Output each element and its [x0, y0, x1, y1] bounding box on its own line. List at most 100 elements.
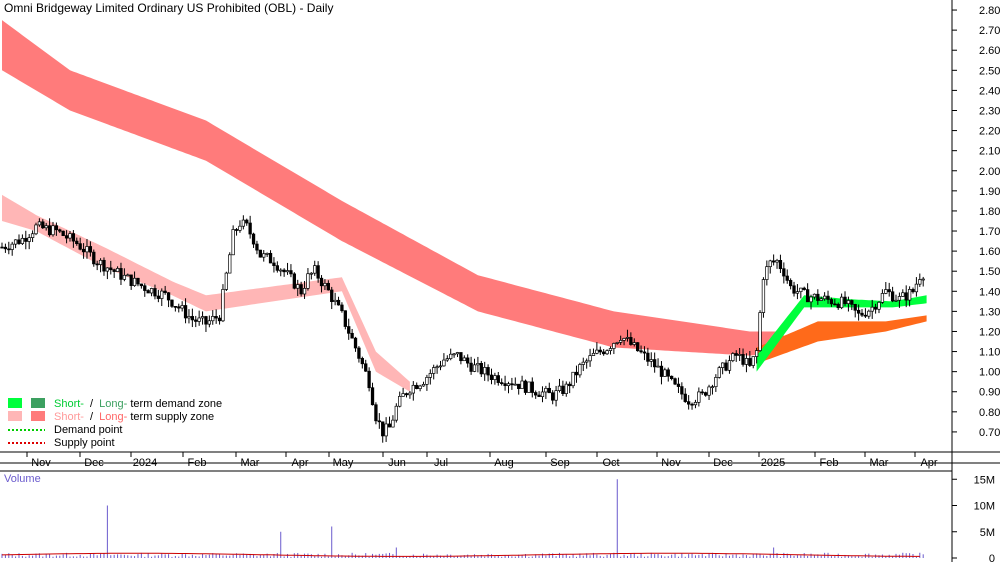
candle-body	[360, 358, 364, 365]
candle-body	[411, 384, 415, 394]
y-tick-label: 1.00	[979, 367, 1000, 379]
candle-body	[194, 319, 198, 322]
price-candle	[306, 268, 310, 291]
svg-text:Short- / Long-: Short- / Long- term demand zone	[54, 398, 222, 410]
price-candle	[217, 315, 222, 325]
price-candle	[296, 279, 300, 296]
price-candle	[58, 228, 62, 233]
y-tick-label: 2.30	[979, 105, 1000, 117]
candle-body	[486, 367, 490, 376]
candle-body	[435, 366, 439, 369]
price-candle	[153, 284, 157, 300]
candle-body	[442, 359, 446, 367]
candle-body	[727, 360, 732, 371]
price-candle	[34, 222, 38, 236]
price-candle	[479, 360, 483, 378]
y-tick-label: 2.70	[979, 25, 1000, 37]
candle-body	[347, 326, 351, 334]
price-candle	[799, 287, 803, 299]
candle-body	[775, 260, 779, 263]
candle-body	[768, 260, 772, 268]
price-candle	[632, 338, 636, 347]
price-candle	[374, 402, 378, 425]
candle-body	[918, 279, 922, 285]
price-candle	[302, 280, 307, 299]
price-candle	[500, 378, 504, 386]
candle-body	[156, 295, 161, 299]
price-y-axis: 2.80 2.70 2.60 2.50 2.40 2.30 2.20 2.10 2.00 1.90…	[952, 5, 1000, 439]
candle-body	[819, 298, 823, 301]
candle-body	[438, 365, 443, 368]
candle-body	[557, 385, 562, 391]
price-candle	[907, 286, 912, 307]
price-candle	[483, 361, 487, 381]
price-candle	[591, 348, 596, 356]
candle-body	[153, 288, 157, 297]
legend-supply-short: Short-	[54, 411, 84, 423]
candle-body	[496, 375, 500, 383]
price-candle	[381, 421, 385, 443]
price-candle	[272, 257, 276, 273]
price-candle	[493, 372, 497, 385]
price-candle	[489, 368, 494, 385]
price-candle	[377, 413, 381, 429]
candle-body	[404, 393, 409, 396]
candle-body	[799, 287, 803, 293]
candle-body	[462, 357, 466, 362]
price-candle	[275, 261, 279, 273]
price-candle	[194, 315, 198, 328]
candle-body	[873, 306, 878, 310]
price-candle	[751, 356, 755, 369]
candle-body	[445, 358, 449, 361]
candle-body	[469, 362, 473, 372]
price-candle	[850, 299, 854, 311]
price-candle	[173, 306, 178, 312]
y-tick-label: 1.70	[979, 226, 1000, 238]
candle-body	[228, 254, 232, 274]
price-candle	[319, 275, 324, 293]
candle-body	[217, 317, 222, 322]
candle-body	[822, 295, 827, 300]
candle-body	[20, 237, 25, 244]
candle-body	[391, 419, 395, 428]
price-candle	[122, 268, 127, 282]
price-candle	[534, 390, 538, 399]
price-candle	[170, 299, 174, 308]
price-candle	[265, 252, 269, 257]
candle-body	[272, 262, 276, 266]
legend-long-supply-swatch	[31, 411, 45, 421]
candle-body	[238, 225, 242, 231]
price-candle	[92, 249, 96, 267]
price-candle	[41, 219, 45, 230]
price-candle	[459, 352, 463, 365]
candle-body	[408, 392, 412, 396]
y-tick-label: 1.30	[979, 306, 1000, 318]
candle-body	[241, 219, 245, 227]
candle-body	[850, 300, 854, 305]
price-candle	[115, 266, 120, 272]
candle-body	[839, 296, 844, 309]
candle-body	[483, 367, 487, 375]
candle-body	[54, 225, 59, 231]
price-candle	[262, 250, 266, 262]
price-candle	[435, 364, 439, 374]
price-candle	[517, 383, 521, 395]
price-candle	[737, 348, 742, 362]
price-candle	[836, 302, 840, 310]
price-candle	[673, 377, 677, 386]
price-candle	[914, 277, 919, 297]
candle-body	[612, 343, 616, 349]
candle-body	[595, 349, 599, 354]
price-candle	[822, 292, 827, 301]
price-candle	[880, 289, 885, 304]
candle-body	[649, 359, 653, 362]
candle-body	[523, 380, 528, 393]
price-candle	[680, 382, 684, 400]
price-candle	[88, 241, 93, 257]
price-candle	[258, 249, 262, 258]
candle-body	[846, 300, 851, 304]
candle-body	[459, 352, 463, 362]
candle-body	[816, 293, 820, 301]
price-candle	[551, 390, 555, 405]
price-candle	[289, 264, 293, 278]
